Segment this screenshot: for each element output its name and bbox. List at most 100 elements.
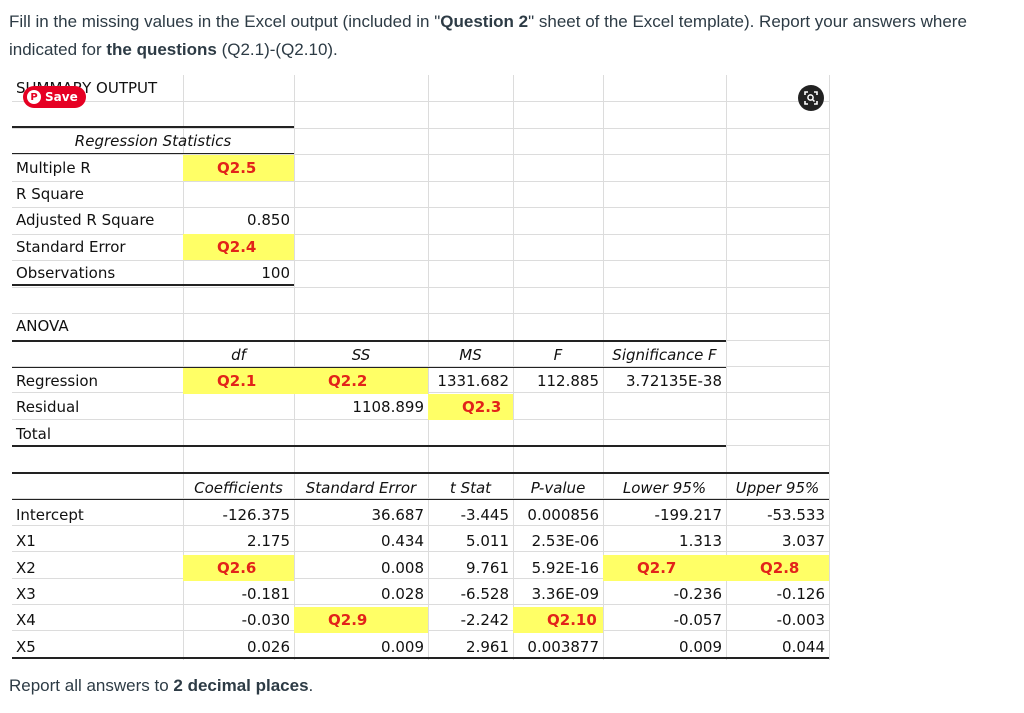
- coef-coef-cell: 0.026: [247, 637, 290, 656]
- coef-header-pvalue: P-value: [530, 479, 586, 497]
- stats-label: Observations: [16, 263, 116, 282]
- coef-t-cell: -2.242: [460, 611, 509, 630]
- gridline: [12, 101, 830, 102]
- coef-lo-cell: Q2.7: [603, 554, 726, 581]
- coef-hi-cell: 0.044: [782, 637, 825, 656]
- coef-hi-cell: -0.003: [776, 611, 825, 630]
- anova-row-label: Regression: [16, 372, 99, 390]
- gridline: [726, 75, 727, 660]
- coef-row-label: X1: [16, 532, 36, 551]
- coef-lo-cell: -199.217: [654, 506, 722, 524]
- gridline: [12, 154, 830, 155]
- coef-coef-cell: -126.375: [222, 506, 290, 524]
- coef-lo-cell: 1.313: [679, 532, 722, 551]
- coef-header-stderr: Standard Error: [305, 479, 417, 497]
- anova-title: ANOVA: [16, 317, 69, 335]
- anova-row-label: Total: [16, 424, 52, 443]
- pinterest-icon: P: [27, 90, 41, 104]
- gridline: [12, 181, 830, 182]
- coef-lo-cell: 0.009: [679, 637, 722, 656]
- stats-label: Multiple R: [16, 159, 91, 177]
- stats-value: 0.850: [247, 211, 290, 230]
- question-marker: Q2.1: [217, 372, 257, 390]
- anova-ss-cell: 1108.899: [352, 398, 424, 417]
- anova-ms-cell: 1331.682: [437, 372, 509, 390]
- question-marker: Q2.8: [760, 558, 800, 577]
- anova-f-cell: 112.885: [536, 372, 599, 390]
- lens-icon: [804, 91, 818, 105]
- anova-ss-cell: [294, 421, 428, 447]
- coef-header-tstat: t Stat: [449, 479, 492, 497]
- gridline: [829, 75, 830, 660]
- coef-t-cell: -3.445: [460, 506, 509, 524]
- gridline: [12, 604, 830, 605]
- coef-hi-cell: -0.126: [776, 584, 825, 603]
- stats-label: Adjusted R Square: [16, 211, 155, 230]
- anova-header-df: df: [231, 346, 246, 364]
- coef-row-label: X5: [16, 637, 36, 656]
- coef-header-upper95: Upper 95%: [735, 479, 820, 497]
- coef-row-label: X4: [16, 611, 36, 630]
- gridline: [12, 287, 830, 288]
- gridline: [12, 551, 830, 552]
- gridline: [12, 260, 830, 261]
- rule-stats-header: [12, 153, 294, 154]
- stats-value: Q2.4: [183, 233, 294, 260]
- question-marker: Q2.9: [328, 611, 368, 630]
- stats-value: 100: [261, 263, 290, 282]
- coef-row-label: Intercept: [16, 506, 84, 524]
- anova-sig-cell: [603, 421, 726, 447]
- anova-df-cell: Q2.1: [183, 368, 294, 394]
- coef-lo-cell: -0.236: [673, 584, 722, 603]
- anova-ss-cell: Q2.2: [294, 368, 428, 394]
- gridline: [12, 578, 830, 579]
- coef-coef-cell: 2.175: [247, 532, 290, 551]
- coef-hi-cell: -53.533: [767, 506, 825, 524]
- anova-ms-cell: [428, 421, 513, 447]
- coef-row-label: X2: [16, 558, 36, 577]
- anova-row-label: Residual: [16, 398, 80, 417]
- coef-coef-cell: -0.030: [241, 611, 290, 630]
- reg-stats-header: Regression Statistics: [74, 132, 232, 150]
- save-label: Save: [45, 90, 78, 104]
- coef-hi-cell: Q2.8: [726, 554, 829, 581]
- excel-output-table: SUMMARY OUTPUT Regression Statistics Mul…: [12, 75, 830, 660]
- rule-anova-bottom: [12, 445, 726, 447]
- anova-header-ms: MS: [459, 346, 482, 364]
- question-marker: Q2.6: [217, 558, 257, 577]
- coef-se-cell: 0.008: [381, 558, 424, 577]
- anova-df-cell: [183, 394, 294, 420]
- gridline: [12, 525, 830, 526]
- coef-p-cell: 2.53E-06: [531, 532, 599, 551]
- question-marker: Q2.4: [217, 237, 257, 256]
- anova-ms-cell: Q2.3: [428, 394, 513, 421]
- coef-se-cell: 0.028: [381, 584, 424, 603]
- gridline: [12, 366, 830, 367]
- question-marker: Q2.3: [462, 398, 502, 417]
- rule-coef-bottom: [12, 657, 829, 659]
- coef-hi-cell: 3.037: [782, 532, 825, 551]
- instructions: Fill in the missing values in the Excel …: [9, 8, 1009, 64]
- rule-stats-bottom: [12, 284, 294, 286]
- anova-sig-cell: 3.72135E-38: [625, 372, 722, 390]
- anova-df-cell: [183, 421, 294, 447]
- coef-p-cell: Q2.10: [513, 607, 603, 634]
- coef-p-cell: 0.000856: [527, 506, 599, 524]
- pinterest-save-button[interactable]: P Save: [23, 86, 86, 108]
- visual-search-button[interactable]: [798, 85, 824, 111]
- anova-f-cell: [513, 421, 603, 447]
- coef-t-cell: 9.761: [466, 558, 509, 577]
- rule-stats-top: [12, 126, 294, 128]
- gridline: [12, 128, 830, 129]
- rule-anova-top: [12, 340, 726, 342]
- coef-se-cell: 36.687: [371, 506, 425, 524]
- gridline: [12, 498, 830, 499]
- coef-p-cell: 3.36E-09: [531, 584, 599, 603]
- anova-sig-cell: [603, 394, 726, 420]
- coef-se-cell: 0.009: [381, 637, 424, 656]
- coef-row-label: X3: [16, 584, 36, 603]
- question-marker: Q2.5: [217, 159, 257, 177]
- rule-coef-header: [12, 499, 829, 500]
- anova-header-f: F: [553, 346, 563, 364]
- stats-label: R Square: [16, 185, 84, 204]
